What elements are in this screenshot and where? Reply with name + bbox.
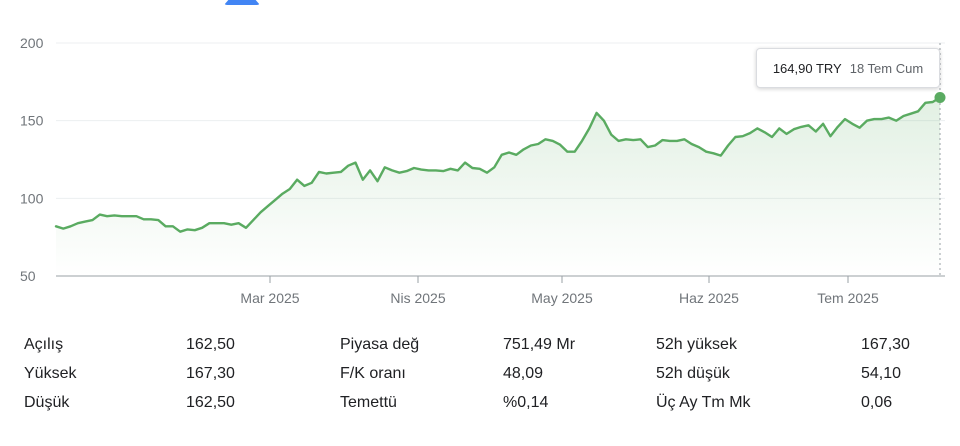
x-tick-label: Tem 2025 — [817, 290, 879, 306]
y-tick-label: 50 — [20, 268, 36, 284]
price-chart[interactable]: 200 150 100 50 Mar 2025 Nis 2025 May 2025 Haz … — [0, 0, 960, 320]
stats-table: Açılış 162,50 Piyasa değ 751,49 Mr 52h y… — [0, 332, 960, 432]
price-area — [56, 97, 940, 276]
stat-value: 162,50 — [186, 336, 235, 353]
x-tick-label: Nis 2025 — [390, 290, 445, 306]
tooltip-price: 164,90 TRY — [772, 60, 842, 76]
stat-label: F/K oranı — [340, 365, 406, 382]
stat-value: 48,09 — [503, 365, 544, 382]
stats-row: Düşük 162,50 Temettü %0,14 Üç Ay Tm Mk 0… — [0, 394, 960, 422]
stat-label: Piyasa değ — [340, 336, 420, 353]
current-price-dot[interactable] — [934, 92, 946, 104]
x-tick-label: Mar 2025 — [240, 290, 299, 306]
stat-label: Düşük — [24, 394, 70, 411]
stat-value: 167,30 — [186, 365, 235, 382]
stat-label: Temettü — [340, 394, 397, 411]
stat-value: 0,06 — [861, 394, 893, 411]
price-line — [54, 96, 942, 233]
stat-label: 52h yüksek — [656, 336, 737, 353]
x-tick-label: May 2025 — [531, 290, 593, 306]
y-tick-label: 100 — [20, 190, 44, 206]
stat-label: Yüksek — [24, 365, 77, 382]
stat-label: Üç Ay Tm Mk — [656, 394, 751, 411]
tooltip-date: 18 Tem Cum — [849, 60, 924, 76]
stats-row: Yüksek 167,30 F/K oranı 48,09 52h düşük … — [0, 365, 960, 393]
top-tab-indicator — [224, 0, 260, 5]
stat-value: 162,50 — [186, 394, 235, 411]
stat-label: 52h düşük — [656, 365, 730, 382]
y-tick-label: 150 — [20, 113, 44, 129]
y-tick-label: 200 — [20, 35, 44, 51]
x-tick-label: Haz 2025 — [679, 290, 739, 306]
stat-value: %0,14 — [503, 394, 549, 411]
stat-value: 751,49 Mr — [503, 336, 576, 353]
stat-value: 167,30 — [861, 336, 910, 353]
stats-row: Açılış 162,50 Piyasa değ 751,49 Mr 52h y… — [0, 336, 960, 364]
price-tooltip: 164,90 TRY 18 Tem Cum — [756, 48, 940, 88]
stat-label: Açılış — [24, 336, 64, 353]
stat-value: 54,10 — [861, 365, 902, 382]
